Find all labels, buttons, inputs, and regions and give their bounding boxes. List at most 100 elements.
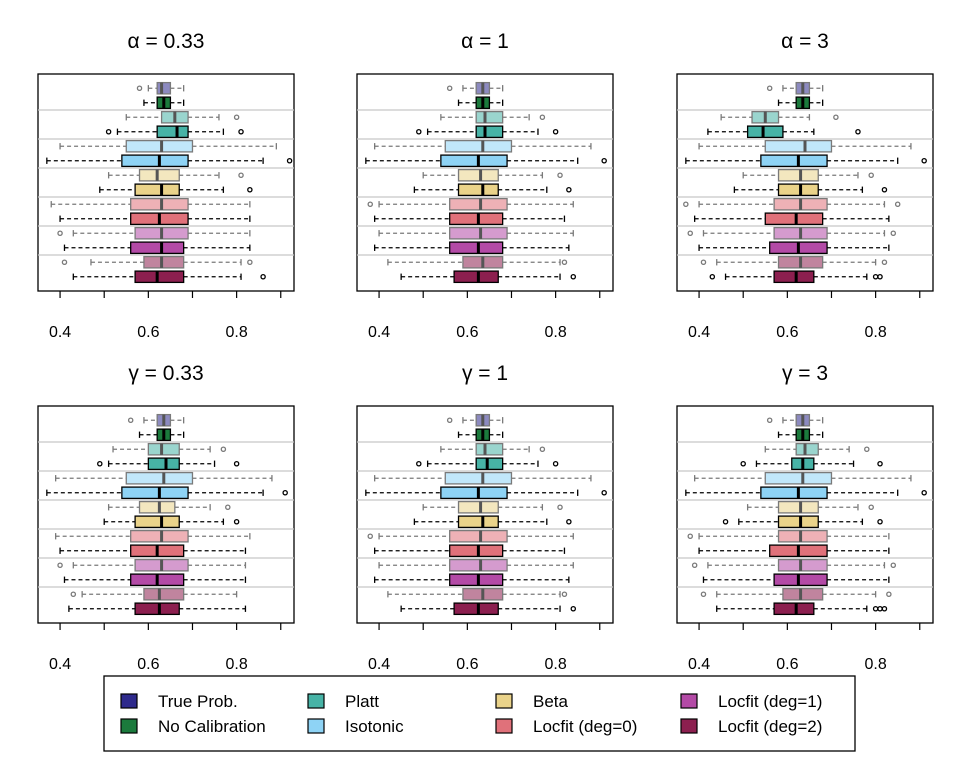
outlier-point [881, 606, 888, 612]
box-locfit-deg-2--light [387, 255, 568, 269]
outlier-point [687, 230, 693, 236]
outlier-point [881, 259, 888, 265]
outlier-point [57, 230, 63, 236]
legend-swatch [495, 693, 513, 709]
box-locfit-deg-2--light [61, 255, 253, 269]
outlier-point [260, 273, 266, 280]
x-tick-label: 0.4 [368, 656, 390, 673]
box-iqr [453, 270, 499, 284]
x-tick-label: 0.4 [368, 324, 390, 341]
x-tick-label: 0.6 [456, 656, 478, 673]
outlier-point [233, 460, 240, 467]
outlier-point [225, 504, 231, 510]
outlier-point [601, 489, 607, 496]
box-locfit-deg-1--dark [63, 573, 247, 587]
box-locfit-deg-1--dark [374, 241, 570, 255]
box-no-calibration-dark [457, 96, 504, 110]
x-tick-label: 0.4 [688, 324, 710, 341]
box-iqr [475, 125, 504, 139]
box-iqr [457, 168, 499, 182]
box-platt-light [440, 110, 546, 124]
box-locfit-deg-1--light [57, 558, 247, 572]
outlier-point [539, 114, 546, 121]
outlier-point [247, 186, 253, 193]
outlier-point [877, 519, 883, 525]
outlier-point [855, 128, 861, 135]
box-iqr [449, 212, 504, 226]
outlier-point [570, 606, 577, 612]
outlier-point [881, 186, 888, 193]
outlier-point [416, 128, 422, 135]
box-locfit-deg-0--light [50, 197, 251, 211]
box-locfit-deg-0--dark [374, 212, 566, 226]
box-iqr [777, 183, 819, 197]
box-isotonic-light [374, 139, 592, 153]
panel-title: α = 1 [461, 30, 509, 53]
box-locfit-deg-2--dark [400, 602, 577, 616]
box-iqr [156, 81, 172, 95]
legend-item: Locfit (deg=0) [495, 717, 637, 736]
outlier-point [566, 519, 572, 525]
outlier-point [877, 460, 883, 467]
box-platt-light [720, 110, 839, 124]
box-locfit-deg-0--dark [59, 544, 247, 558]
box-iqr [449, 573, 504, 587]
box-isotonic-dark [46, 154, 293, 168]
box-locfit-deg-0--light [367, 529, 574, 543]
outlier-point [894, 201, 901, 207]
box-locfit-deg-1--light [378, 558, 574, 572]
box-platt-dark [105, 125, 244, 139]
box-platt-light [764, 442, 870, 456]
outlier-point [561, 259, 568, 265]
outlier-point [552, 128, 559, 135]
outlier-point [700, 591, 707, 598]
legend-item: True Prob. [120, 692, 238, 711]
legend-swatch [307, 693, 325, 709]
box-isotonic-dark [365, 154, 607, 168]
x-tick-label: 0.6 [776, 656, 798, 673]
legend-swatch [120, 693, 138, 709]
x-tick-label: 0.8 [864, 656, 886, 673]
box-no-calibration-dark [777, 428, 824, 442]
box-true-prob--light [766, 413, 824, 427]
outlier-point [57, 562, 63, 569]
x-tick-label: 0.6 [137, 656, 159, 673]
legend-label: Beta [533, 692, 569, 711]
legend: True Prob. Platt Beta Locfit (deg=1) No Cali… [103, 675, 856, 752]
legend-label: Locfit (deg=2) [718, 717, 822, 736]
outlier-point [864, 446, 870, 452]
box-locfit-deg-2--light [387, 587, 568, 601]
box-iqr [147, 442, 180, 456]
outlier-point [367, 201, 373, 207]
box-iqr [444, 471, 513, 485]
legend-swatch [680, 718, 698, 734]
box-platt-dark [707, 125, 861, 139]
boxplot-panel: α = 1 0.4 0.6 0.8 [356, 30, 614, 341]
outlier-point [70, 591, 77, 598]
box-locfit-deg-1--dark [63, 241, 251, 255]
legend-swatch [495, 718, 513, 734]
box-iqr [773, 573, 828, 587]
panels-group: α = 0.33 0.4 0.6 0.8 α = 1 0.4 0.6 0.8 α = 3 0.4 0… [37, 30, 934, 673]
box-iqr [138, 168, 180, 182]
outlier-point [740, 460, 746, 467]
box-iqr [121, 154, 189, 168]
box-iqr [449, 241, 504, 255]
outlier-point [105, 128, 112, 135]
legend-item: Platt [307, 692, 379, 711]
boxplot-panel: α = 0.33 0.4 0.6 0.8 [37, 30, 295, 341]
legend-frame [103, 675, 856, 752]
outlier-point [557, 504, 563, 510]
box-iqr [764, 471, 833, 485]
box-iqr [777, 168, 819, 182]
box-iqr [449, 226, 508, 240]
outlier-point [539, 446, 546, 452]
x-tick-label: 0.6 [456, 324, 478, 341]
box-isotonic-light [55, 471, 273, 485]
box-iqr [795, 442, 819, 456]
legend-swatch [120, 718, 138, 734]
outlier-point [683, 201, 689, 207]
box-isotonic-light [59, 139, 277, 153]
outlier-point [286, 157, 293, 164]
